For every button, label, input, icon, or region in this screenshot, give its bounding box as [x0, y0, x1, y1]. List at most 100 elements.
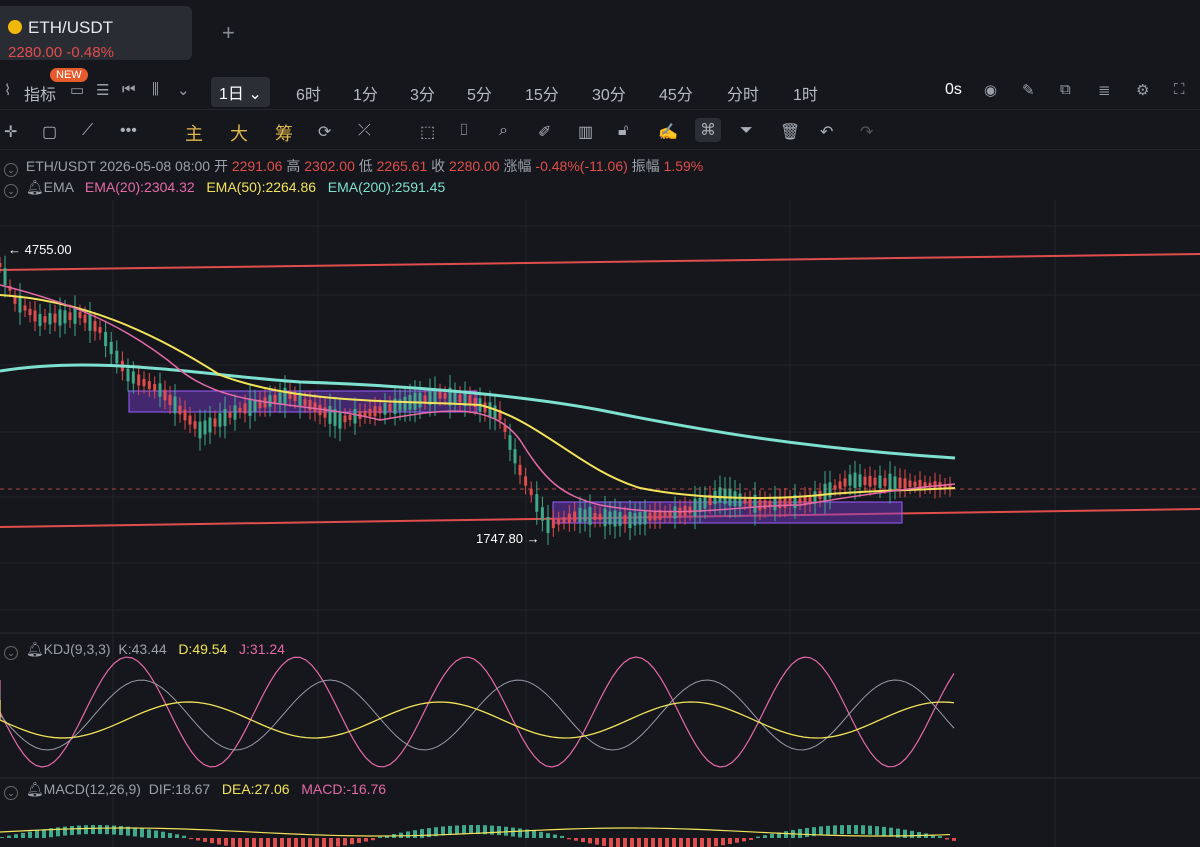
timeframe-1m[interactable]: 1分	[353, 87, 378, 104]
chevron-down-icon[interactable]: ⌄	[177, 82, 190, 99]
fullscreen-icon[interactable]: ⛶	[1174, 81, 1185, 98]
list-icon[interactable]: ≣	[1098, 82, 1111, 99]
macd-histogram-bar	[630, 838, 634, 847]
more-icon[interactable]: •••	[120, 122, 137, 139]
collapse-chevron-icon[interactable]: ⌄	[4, 646, 18, 660]
macd-histogram-bar	[287, 838, 291, 847]
bell-icon[interactable]: 🔔︎	[25, 641, 44, 657]
indicator-chart-icon[interactable]: ⌇	[4, 82, 12, 99]
tool-chips[interactable]: 筹	[275, 124, 293, 144]
candle-body	[653, 511, 657, 521]
trash-icon[interactable]: 🗑︎	[780, 124, 801, 141]
bell-icon[interactable]: 🔔︎	[25, 781, 44, 797]
add-tab-button[interactable]: +	[222, 20, 235, 45]
candle-body	[853, 472, 857, 488]
candle-body	[888, 473, 892, 491]
layout-icon[interactable]: ▭	[70, 82, 85, 99]
candle-body	[153, 384, 157, 391]
timeframe-1h[interactable]: 1时	[793, 87, 818, 104]
redo-icon[interactable]: ↷	[860, 124, 874, 141]
candle-body	[13, 296, 17, 304]
macd-name[interactable]: MACD(12,26,9)	[43, 781, 141, 797]
line-icon[interactable]: ⟋	[82, 122, 94, 139]
candle-body	[923, 482, 927, 488]
candle-body	[578, 507, 582, 523]
macd-histogram-bar	[175, 834, 179, 838]
candle-body	[743, 498, 747, 504]
timeframe-45m[interactable]: 45分	[659, 87, 693, 104]
ohlc-low-label: 低	[358, 158, 373, 174]
macd-histogram-bar	[238, 838, 242, 847]
timeframe-15m[interactable]: 15分	[525, 87, 559, 104]
tool-large[interactable]: 大	[230, 124, 248, 144]
lock-icon[interactable]: 🔓︎	[618, 122, 629, 139]
macd-histogram-bar	[28, 831, 32, 838]
zoom-icon[interactable]: ⌕	[499, 122, 508, 139]
macd-histogram-bar	[896, 828, 900, 838]
macd-histogram-bar	[518, 828, 522, 838]
sync-icon[interactable]: ⟳	[318, 124, 332, 141]
timeframe-3m[interactable]: 3分	[410, 87, 435, 104]
candle-body	[233, 405, 237, 420]
macd-histogram-bar	[805, 827, 809, 837]
candle-body	[137, 374, 141, 386]
timeframe-timeshare[interactable]: 分时	[727, 87, 760, 104]
note-icon[interactable]: ✍	[658, 124, 678, 141]
candle-body	[793, 494, 797, 509]
symbol-tab[interactable]: ETH/USDT 2280.00 -0.48%	[0, 6, 192, 61]
macd-histogram-bar	[154, 830, 158, 838]
candle-body	[3, 268, 7, 286]
rectangle-icon[interactable]: ▢	[42, 124, 58, 141]
cursor-icon[interactable]: ⬚	[420, 124, 436, 141]
candle-body	[18, 295, 22, 313]
candle-body	[623, 514, 627, 525]
macd-histogram-bar	[476, 825, 480, 835]
macd-histogram-bar	[588, 838, 592, 844]
brush-icon[interactable]: ✐	[538, 124, 552, 141]
camera-icon[interactable]: ◉	[984, 82, 998, 99]
candle-body	[738, 493, 742, 507]
macd-histogram-bar	[427, 828, 431, 838]
macd-histogram-bar	[665, 838, 669, 847]
candle-body	[73, 307, 77, 324]
undo-icon[interactable]: ↶	[820, 124, 834, 141]
candle-body	[698, 497, 702, 513]
gear-icon[interactable]: ⚙	[1136, 82, 1150, 99]
popout-icon[interactable]: ⧉	[1060, 81, 1071, 98]
indicators-button[interactable]: 指标	[24, 87, 57, 104]
candle-body	[131, 371, 135, 384]
macd-histogram-bar	[469, 825, 473, 835]
crosshair-icon[interactable]: ✛	[4, 124, 18, 141]
macd-histogram-bar	[833, 825, 837, 835]
ema-name[interactable]: EMA	[43, 179, 74, 195]
macd-histogram-bar	[21, 832, 25, 838]
tool-main[interactable]: 主	[185, 124, 203, 144]
filter-icon[interactable]: ⏷	[740, 122, 753, 139]
candle-icon[interactable]: ▥	[578, 124, 594, 141]
candle-body	[463, 392, 467, 407]
pencil-icon[interactable]: ✎	[1022, 82, 1035, 99]
replay-icon[interactable]: ⏮	[122, 81, 136, 98]
template-icon[interactable]: ☰	[96, 82, 110, 99]
collapse-chevron-icon[interactable]: ⌄	[4, 184, 18, 198]
timeframe-5m[interactable]: 5分	[467, 87, 492, 104]
slash-icon[interactable]: ⤫	[358, 122, 371, 139]
candle-type-icon[interactable]: ⫼	[152, 81, 159, 98]
kdj-name[interactable]: KDJ(9,3,3)	[43, 641, 111, 657]
magnet-icon[interactable]: ⌘	[695, 118, 721, 142]
candle-body	[423, 395, 427, 403]
collapse-chevron-icon[interactable]: ⌄	[4, 786, 18, 800]
macd-histogram-bar	[42, 829, 46, 838]
macd-histogram-bar	[882, 826, 886, 836]
candle-body	[703, 496, 707, 509]
candle-body	[293, 394, 297, 401]
timeframe-1d[interactable]: 1日 ⌄	[211, 77, 270, 107]
candle-body	[298, 392, 302, 408]
bell-icon[interactable]: 🔔︎	[25, 179, 44, 195]
ruler-icon[interactable]: ⌷	[459, 122, 469, 139]
collapse-chevron-icon[interactable]: ⌄	[4, 163, 18, 177]
timeframe-6h[interactable]: 6时	[296, 87, 321, 104]
timeframe-30m[interactable]: 30分	[592, 87, 626, 104]
candle-body	[493, 405, 497, 420]
